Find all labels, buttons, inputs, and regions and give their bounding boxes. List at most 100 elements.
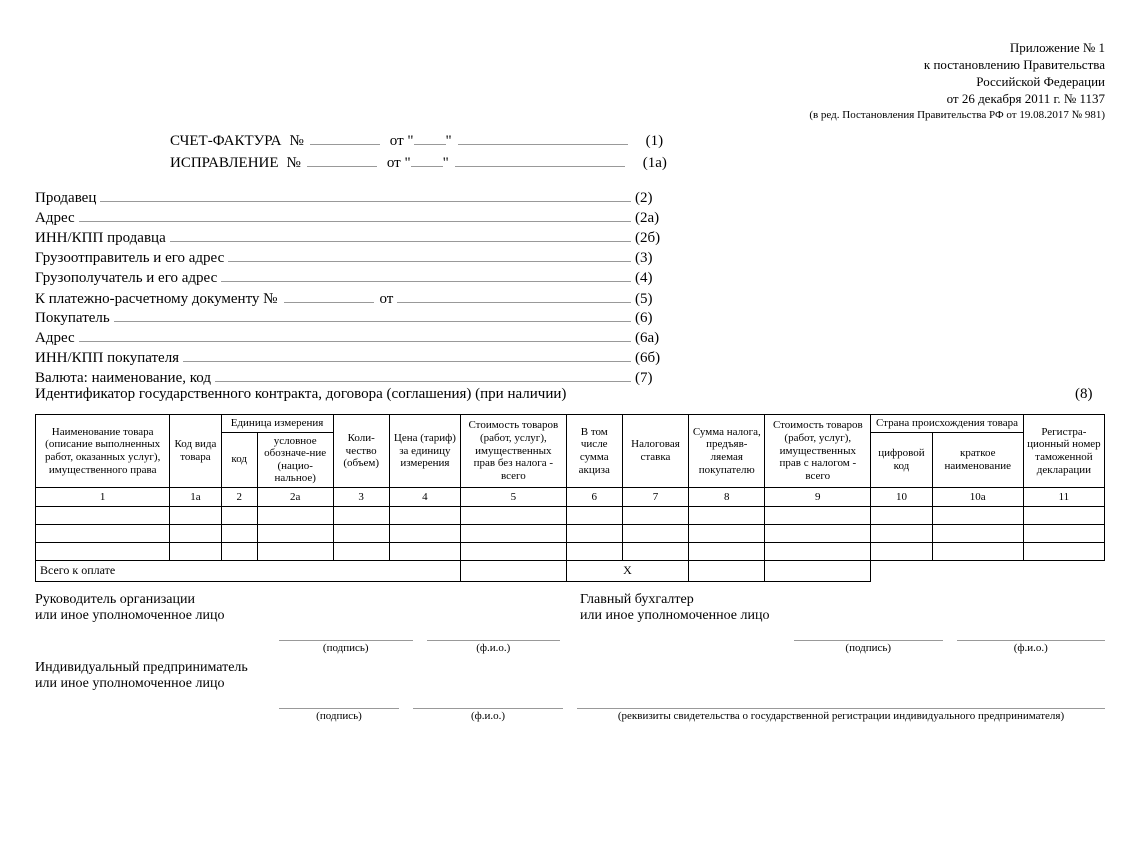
code-8: (8) (1075, 386, 1105, 403)
inn-seller-row: ИНН/КПП продавца (2б) (35, 226, 1105, 246)
seller-field[interactable] (100, 186, 631, 202)
n6: 6 (566, 488, 622, 507)
main-table: Наименование товара (описание выполненны… (35, 414, 1105, 582)
correction-row: ИСПРАВЛЕНИЕ № от " " (1а) (170, 150, 1105, 172)
col-country-code: цифровой код (871, 432, 933, 488)
ip-fio-field[interactable] (413, 694, 563, 709)
inn-buyer-field[interactable] (183, 346, 631, 362)
or-auth-label: или иное уполномоченное лицо (35, 608, 560, 624)
col-country-name: краткое наименование (932, 432, 1023, 488)
n11: 11 (1023, 488, 1104, 507)
acct-fio-field[interactable] (957, 626, 1106, 641)
invoice-number-field[interactable] (310, 128, 380, 145)
fio-caption: (ф.и.о.) (427, 642, 561, 654)
code-2b: (2б) (635, 230, 665, 247)
n1: 1 (36, 488, 170, 507)
n5: 5 (460, 488, 566, 507)
ip-sign-field[interactable] (279, 694, 399, 709)
buyer-label: Покупатель (35, 310, 110, 327)
seller-row: Продавец (2) (35, 186, 1105, 206)
seller-label: Продавец (35, 190, 96, 207)
acct-sign-field[interactable] (794, 626, 943, 641)
buyer-field[interactable] (114, 306, 631, 322)
col-tax: Сумма налога, предъяв-ляемая покупателю (689, 414, 765, 487)
shipper-row: Грузоотправитель и его адрес (3) (35, 246, 1105, 266)
col-unit-name: условное обозначе-ние (нацио-нальное) (257, 432, 333, 488)
correction-day-field[interactable] (411, 150, 443, 167)
header-line-1: Приложение № 1 (35, 40, 1105, 57)
or-auth-label: или иное уполномоченное лицо (35, 676, 1105, 692)
n2a: 2а (257, 488, 333, 507)
podpis-caption: (подпись) (279, 710, 399, 722)
ip-signature: Индивидуальный предприниматель или иное … (35, 660, 1105, 722)
quote-close: " (443, 155, 449, 172)
n1a: 1а (170, 488, 221, 507)
buyer-row: Покупатель (6) (35, 306, 1105, 326)
document-title-block: СЧЕТ-ФАКТУРА № от " " (1) ИСПРАВЛЕНИЕ № … (170, 128, 1105, 172)
fio-caption: (ф.и.о.) (957, 642, 1106, 654)
buyer-address-field[interactable] (79, 326, 631, 342)
accountant-label: Главный бухгалтер (580, 592, 1105, 608)
header-line-3: Российской Федерации (35, 74, 1105, 91)
col-name: Наименование товара (описание выполненны… (36, 414, 170, 487)
code-1: (1) (646, 133, 672, 150)
code-6b: (6б) (635, 350, 665, 367)
total-x: Х (566, 561, 688, 582)
consignee-label: Грузополучатель и его адрес (35, 270, 217, 287)
info-block: Продавец (2) Адрес (2а) ИНН/КПП продавца… (35, 186, 1105, 406)
code-5: (5) (635, 291, 665, 308)
consignee-field[interactable] (221, 266, 631, 282)
n10a: 10а (932, 488, 1023, 507)
contract-row: Идентификатор государственного контракта… (35, 386, 1105, 406)
table-row (36, 543, 1105, 561)
paydoc-number-field[interactable] (284, 286, 374, 303)
inn-buyer-row: ИНН/КПП покупателя (6б) (35, 346, 1105, 366)
header-line-2: к постановлению Правительства (35, 57, 1105, 74)
n10: 10 (871, 488, 933, 507)
invoice-day-field[interactable] (414, 128, 446, 145)
or-auth-label: или иное уполномоченное лицо (580, 608, 1105, 624)
code-7: (7) (635, 370, 665, 387)
code-6a: (6а) (635, 330, 665, 347)
n3: 3 (333, 488, 389, 507)
currency-field[interactable] (215, 366, 631, 382)
code-1a: (1а) (643, 155, 669, 172)
shipper-field[interactable] (228, 246, 631, 262)
correction-label: ИСПРАВЛЕНИЕ (170, 155, 279, 172)
ip-req-field[interactable] (577, 694, 1105, 709)
n9: 9 (765, 488, 871, 507)
total-cost-nt (460, 561, 566, 582)
head-fio-field[interactable] (427, 626, 561, 641)
paydoc-date-field[interactable] (397, 287, 631, 303)
head-label: Руководитель организации (35, 592, 560, 608)
table-row (36, 525, 1105, 543)
head-sign-field[interactable] (279, 626, 413, 641)
code-6: (6) (635, 310, 665, 327)
header-line-5: (в ред. Постановления Правительства РФ о… (35, 108, 1105, 122)
total-cost-wt (765, 561, 871, 582)
correction-number-field[interactable] (307, 150, 377, 167)
col-qty: Коли-чество (объем) (333, 414, 389, 487)
col-price: Цена (тариф) за единицу измерения (389, 414, 460, 487)
consignee-row: Грузополучатель и его адрес (4) (35, 266, 1105, 286)
col-decl: Регистра-ционный номер таможенной деклар… (1023, 414, 1104, 487)
currency-label: Валюта: наименование, код (35, 370, 211, 387)
quote-close: " (446, 133, 452, 150)
col-unit: Единица измерения (221, 414, 333, 432)
col-country: Страна происхождения товара (871, 414, 1024, 432)
num-sign: № (289, 133, 303, 150)
correction-month-year-field[interactable] (455, 150, 625, 167)
address-field[interactable] (79, 206, 631, 222)
req-caption: (реквизиты свидетельства о государственн… (577, 710, 1105, 722)
code-4: (4) (635, 270, 665, 287)
inn-seller-field[interactable] (170, 226, 631, 242)
n7: 7 (622, 488, 688, 507)
invoice-label: СЧЕТ-ФАКТУРА (170, 133, 281, 150)
currency-row: Валюта: наименование, код (7) (35, 366, 1105, 386)
address-label: Адрес (35, 210, 75, 227)
buyer-address-label: Адрес (35, 330, 75, 347)
code-2: (2) (635, 190, 665, 207)
col-rate: Налоговая ставка (622, 414, 688, 487)
total-row: Всего к оплате Х (36, 561, 1105, 582)
invoice-month-year-field[interactable] (458, 128, 628, 145)
